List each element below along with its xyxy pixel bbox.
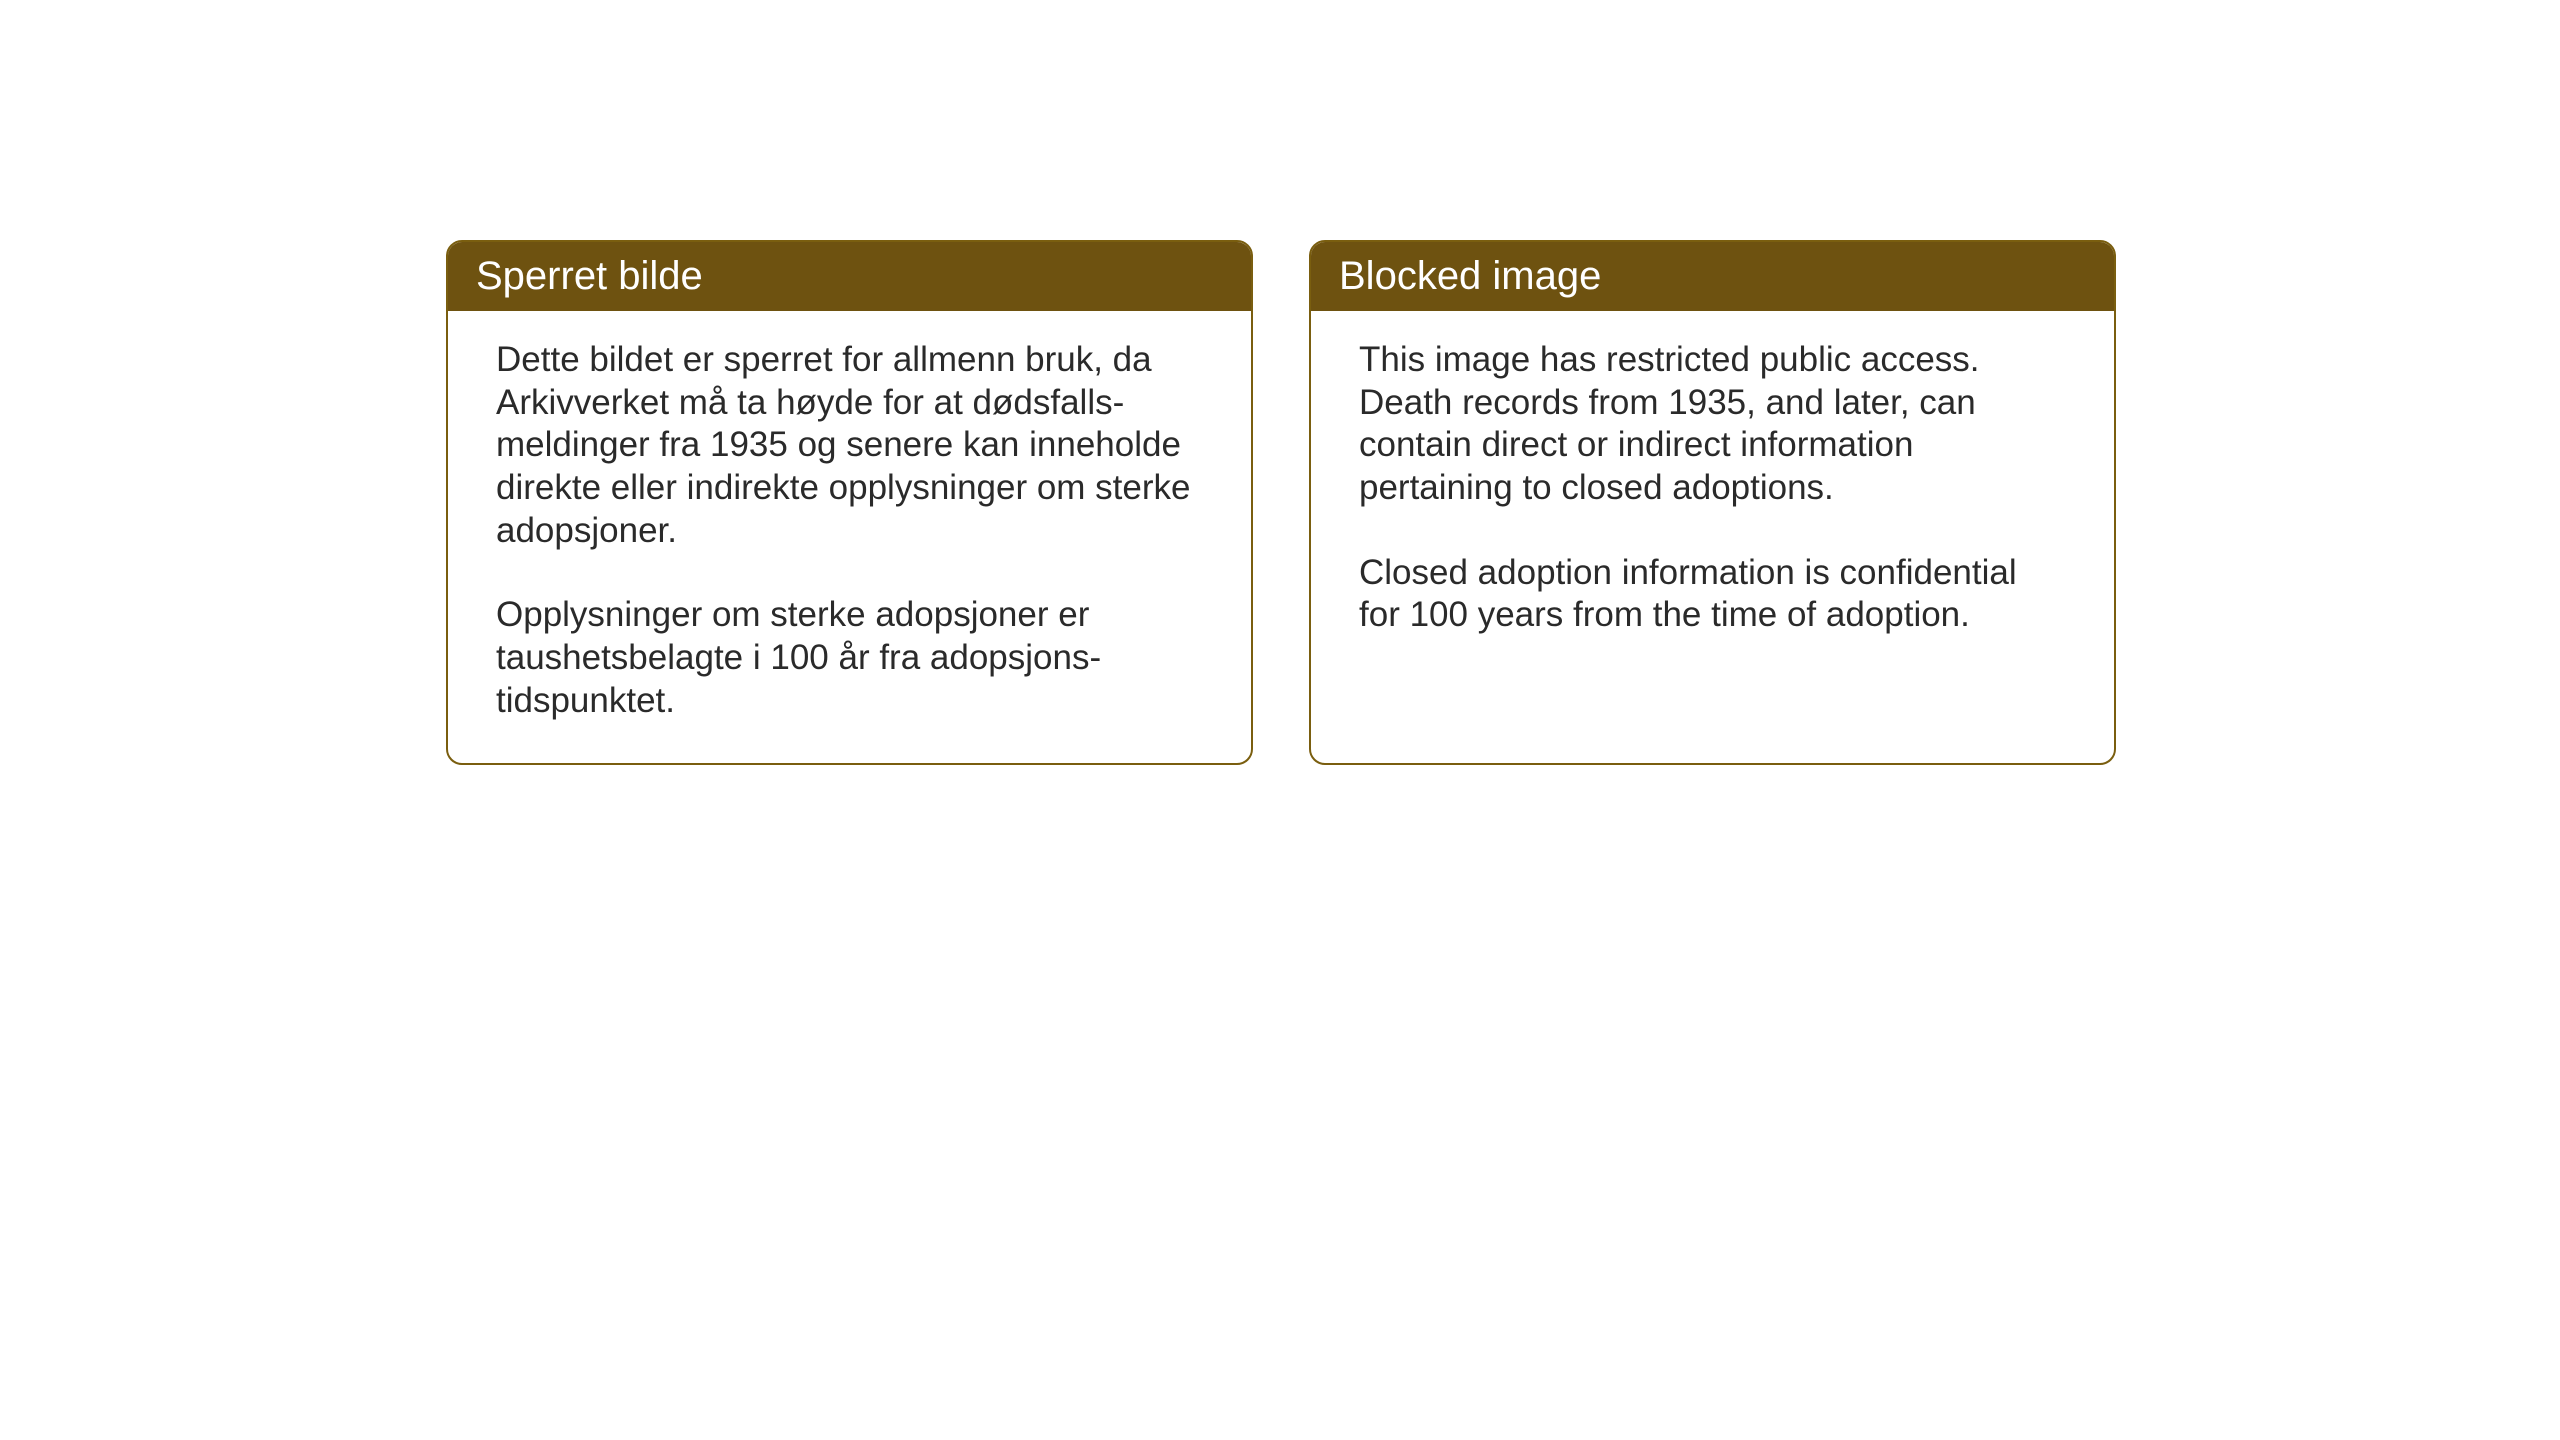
card-english: Blocked image This image has restricted …: [1309, 240, 2116, 765]
card-paragraph: Closed adoption information is confident…: [1359, 552, 2066, 637]
card-paragraph: Dette bildet er sperret for allmenn bruk…: [496, 339, 1203, 552]
cards-container: Sperret bilde Dette bildet er sperret fo…: [446, 240, 2116, 765]
card-title: Sperret bilde: [476, 254, 703, 298]
card-title: Blocked image: [1339, 254, 1601, 298]
card-paragraph: Opplysninger om sterke adopsjoner er tau…: [496, 594, 1203, 722]
card-body-norwegian: Dette bildet er sperret for allmenn bruk…: [448, 311, 1251, 763]
card-header-english: Blocked image: [1311, 242, 2114, 311]
card-paragraph: This image has restricted public access.…: [1359, 339, 2066, 510]
card-header-norwegian: Sperret bilde: [448, 242, 1251, 311]
card-body-english: This image has restricted public access.…: [1311, 311, 2114, 677]
card-norwegian: Sperret bilde Dette bildet er sperret fo…: [446, 240, 1253, 765]
